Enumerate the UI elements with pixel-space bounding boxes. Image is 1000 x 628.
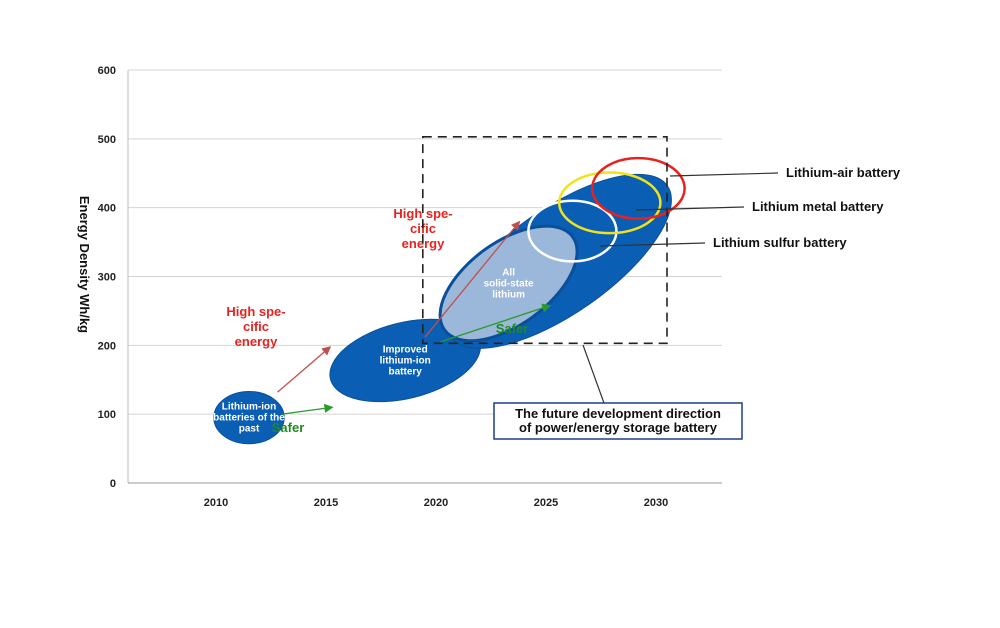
callout-label-metal_ring: Lithium metal battery [752, 199, 884, 214]
callout-line-sulfur_ring [599, 242, 706, 247]
ring-sulfur_ring [527, 199, 618, 263]
future-caption-line-1: The future development direction [515, 406, 721, 421]
ellipse-label-solid-state-line-2: solid-state [484, 278, 534, 289]
green-arrow-2 [440, 303, 552, 343]
ellipse-label-solid-state-line-3: lithium [492, 289, 525, 300]
future-box-pointer [582, 344, 605, 404]
ellipse-past [213, 390, 285, 445]
x-tick-label-2010: 2010 [204, 497, 228, 509]
x-tick-label-2015: 2015 [314, 497, 338, 509]
high-energy-label-2-line-2: cific [410, 221, 436, 236]
y-tick-label-500: 500 [98, 134, 116, 146]
high-energy-label-2-line-3: energy [402, 236, 445, 251]
high-energy-label-1-line-2: cific [243, 319, 269, 334]
ellipse-label-improved-line-3: battery [389, 366, 423, 377]
x-tick-label-2020: 2020 [424, 497, 448, 509]
red-arrow-2 [424, 220, 521, 338]
y-tick-label-200: 200 [98, 340, 116, 352]
green-arrow-1 [281, 403, 334, 415]
ellipse-label-improved-line-2: lithium-ion [380, 355, 431, 366]
callout-line-air_ring [669, 172, 779, 177]
future-caption-line-2: of power/energy storage battery [519, 420, 718, 435]
callout-label-sulfur_ring: Lithium sulfur battery [713, 235, 847, 250]
ring-layer [527, 156, 686, 263]
arrow-layer [277, 220, 552, 415]
future-caption-box [493, 402, 743, 440]
high-energy-label-1-line-3: energy [235, 334, 278, 349]
y-tick-label-100: 100 [98, 409, 116, 421]
red-arrow-1 [277, 346, 332, 393]
x-tick-label-2030: 2030 [644, 497, 668, 509]
y-tick-label-400: 400 [98, 203, 116, 215]
future-dashed-box [421, 135, 668, 345]
callout-line-metal_ring [635, 206, 745, 211]
high-energy-label-2-line-1: High spe- [393, 206, 452, 221]
ring-air_ring [590, 156, 686, 220]
high-energy-label-1-line-1: High spe- [226, 304, 285, 319]
y-tick-label-0: 0 [110, 478, 116, 490]
safer-label-1: Safer [272, 420, 305, 435]
ellipse-layer [213, 173, 672, 445]
ellipse-label-past-line-2: batteries of the [213, 413, 285, 424]
ellipse-label-improved-line-1: Improved [383, 344, 428, 355]
ellipse-label-past-line-1: Lithium-ion [222, 402, 276, 413]
ellipse-label-past-line-3: past [239, 424, 260, 435]
y-tick-label-300: 300 [98, 272, 116, 284]
ellipse-label-solid-state-line-1: All [502, 267, 515, 278]
callout-label-air_ring: Lithium-air battery [786, 165, 901, 180]
safer-label-2: Safer [496, 321, 529, 336]
x-tick-label-2025: 2025 [534, 497, 558, 509]
y-axis-label: Energy Density Wh/kg [77, 196, 92, 333]
axis-layer: 0 100 200 300 400 500 600 2010 2015 2020 2025 2030 E… [77, 65, 722, 509]
y-tick-label-600: 600 [98, 65, 116, 77]
ring-metal_ring [557, 171, 662, 235]
